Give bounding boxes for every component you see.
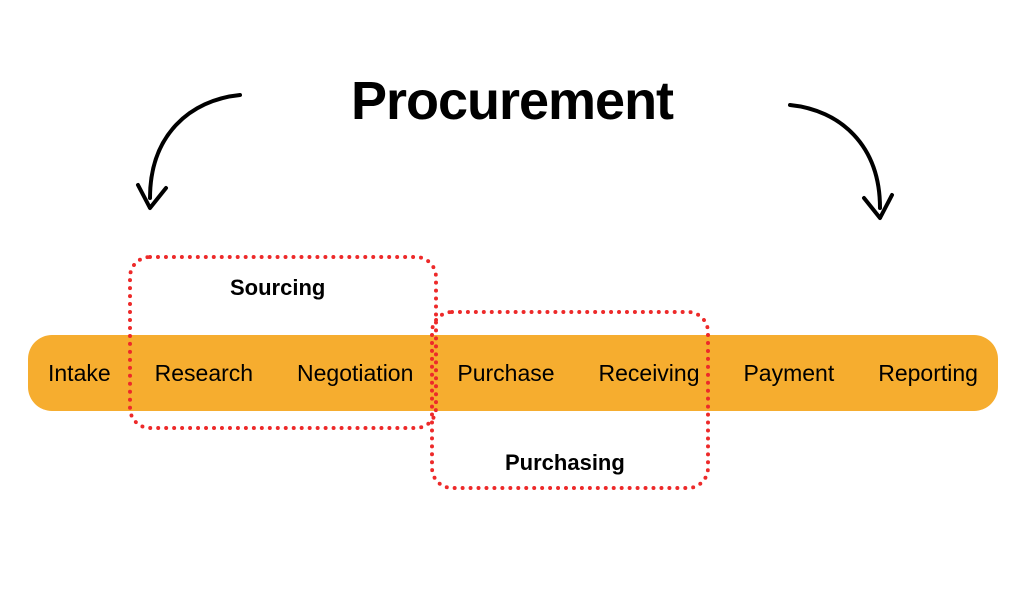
group-label-purchasing: Purchasing (505, 450, 625, 476)
step-reporting: Reporting (878, 360, 978, 387)
diagram-stage: Procurement Intake Research Negotiation … (0, 0, 1024, 597)
group-label-sourcing: Sourcing (230, 275, 325, 301)
arrow-left-icon (120, 80, 260, 220)
step-payment: Payment (743, 360, 834, 387)
arrow-right-icon (770, 90, 910, 230)
step-intake: Intake (48, 360, 111, 387)
